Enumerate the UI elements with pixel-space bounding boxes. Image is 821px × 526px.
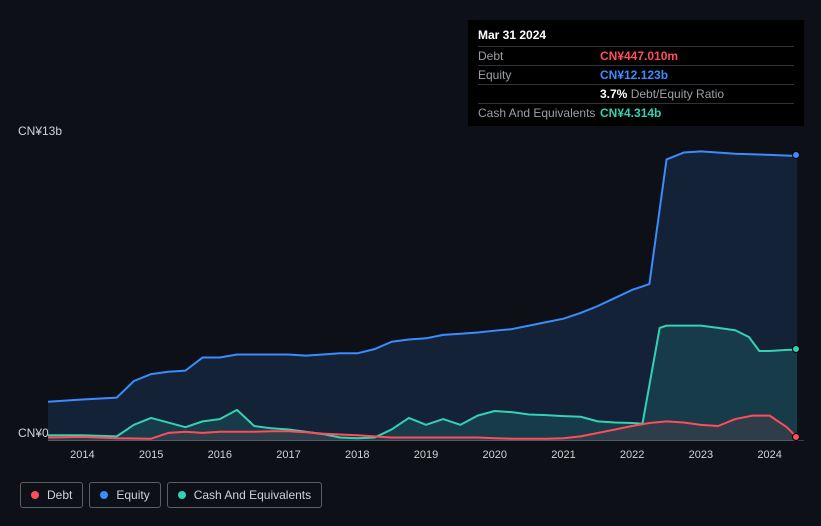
tooltip-row-value: CN¥4.314b (600, 106, 661, 120)
x-tick: 2016 (208, 449, 232, 461)
tooltip-row-label: Equity (478, 68, 600, 82)
equity-legend-dot-icon (100, 491, 108, 499)
legend-label: Cash And Equivalents (194, 488, 311, 502)
x-tick: 2024 (757, 449, 781, 461)
y-axis-max-label: CN¥13b (18, 124, 62, 138)
legend-item-cash[interactable]: Cash And Equivalents (167, 482, 322, 508)
chart-plot-area[interactable] (48, 141, 804, 441)
tooltip-row: DebtCN¥447.010m (478, 46, 794, 65)
tooltip-date: Mar 31 2024 (478, 26, 794, 46)
cash-legend-dot-icon (178, 491, 186, 499)
x-tick: 2017 (276, 449, 300, 461)
cash-end-marker-icon (792, 345, 800, 353)
tooltip-row-label (478, 87, 600, 101)
debt-legend-dot-icon (31, 491, 39, 499)
tooltip-row: Cash And EquivalentsCN¥4.314b (478, 103, 794, 122)
tooltip-row: EquityCN¥12.123b (478, 65, 794, 84)
financials-chart: { "tooltip": { "date": "Mar 31 2024", "r… (0, 0, 821, 526)
x-tick: 2019 (414, 449, 438, 461)
x-tick: 2014 (70, 449, 94, 461)
x-tick: 2021 (551, 449, 575, 461)
chart-legend: Debt Equity Cash And Equivalents (20, 482, 322, 508)
x-tick: 2020 (482, 449, 506, 461)
legend-item-debt[interactable]: Debt (20, 482, 83, 508)
tooltip-row-value: CN¥12.123b (600, 68, 668, 82)
legend-label: Equity (116, 488, 149, 502)
x-tick: 2023 (689, 449, 713, 461)
x-axis: 2014 2015 2016 2017 2018 2019 2020 2021 2022 2023… (48, 449, 804, 469)
y-axis-zero-label: CN¥0 (18, 426, 49, 440)
x-tick: 2018 (345, 449, 369, 461)
tooltip-row-value: CN¥447.010m (600, 49, 678, 63)
x-tick: 2022 (620, 449, 644, 461)
debt-end-marker-icon (792, 433, 800, 441)
legend-label: Debt (47, 488, 72, 502)
tooltip-row-label: Debt (478, 49, 600, 63)
legend-item-equity[interactable]: Equity (89, 482, 160, 508)
tooltip-row-value: 3.7% Debt/Equity Ratio (600, 87, 724, 101)
tooltip-row-label: Cash And Equivalents (478, 106, 600, 120)
tooltip-row: 3.7% Debt/Equity Ratio (478, 84, 794, 103)
x-tick: 2015 (139, 449, 163, 461)
tooltip-panel: Mar 31 2024 DebtCN¥447.010mEquityCN¥12.1… (468, 20, 804, 126)
